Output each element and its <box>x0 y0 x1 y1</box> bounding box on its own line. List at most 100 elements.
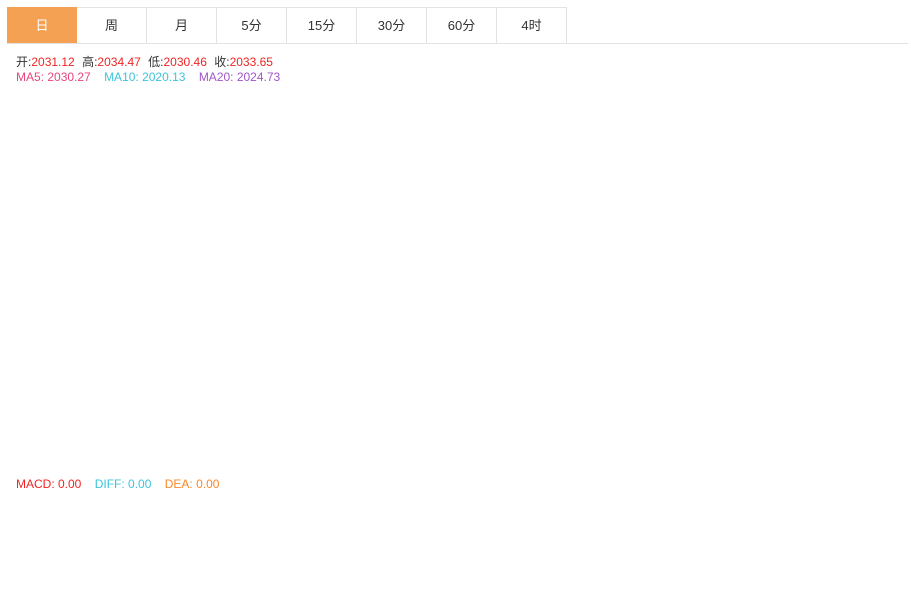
y-tick-label: 2083.64 <box>842 212 886 226</box>
macd-bar <box>27 510 37 531</box>
macd-bar <box>363 518 373 531</box>
tab-30min[interactable]: 30分 <box>357 7 427 43</box>
candle-body <box>395 345 404 388</box>
macd-bar <box>605 530 614 535</box>
candle-body <box>573 319 583 324</box>
macd-bar <box>699 530 709 535</box>
tab-60min[interactable]: 60分 <box>427 7 497 43</box>
open-value: 2031.12 <box>31 55 75 69</box>
macd-bar <box>174 530 184 552</box>
y-tick-label: 2013.59 <box>842 360 886 374</box>
macd-bar <box>59 526 68 531</box>
candle-body <box>531 273 541 320</box>
ma-readout: MA5: 2030.27 MA10: 2020.13 MA20: 2024.73 <box>16 70 284 84</box>
candle-body <box>143 332 152 439</box>
candle-body <box>678 328 688 341</box>
y-tick-label: 1985.58 <box>842 419 886 433</box>
candle-body <box>342 336 352 350</box>
macd-bar <box>143 530 152 572</box>
y-tick-label: 2153.68 <box>842 63 886 77</box>
macd-bar <box>668 530 677 539</box>
macd-bar <box>216 530 226 539</box>
candle-body <box>374 294 383 329</box>
candle-body <box>720 324 730 330</box>
macd-bar <box>80 530 89 544</box>
high-label: 高: <box>82 55 98 69</box>
tab-week[interactable]: 周 <box>77 7 147 43</box>
candle-body <box>279 273 289 303</box>
macd-bar <box>416 530 425 535</box>
macd-bar <box>321 526 331 531</box>
ma20-line <box>10 297 726 422</box>
last-price-tag <box>835 315 907 334</box>
candle-body <box>101 332 110 341</box>
macd-bar <box>489 526 499 531</box>
macd-bar <box>17 510 26 531</box>
macd-readout: MACD: 0.00 DIFF: 0.00 DEA: 0.00 <box>16 477 223 491</box>
macd-bar <box>185 530 194 556</box>
candle-body <box>17 302 26 312</box>
macd-bar <box>521 514 530 531</box>
macd-bar <box>437 530 446 535</box>
candle-body <box>258 251 268 261</box>
macd-bar <box>374 514 383 531</box>
y-tick-label: 2125.66 <box>842 123 886 137</box>
candle-body <box>174 328 184 346</box>
candle-body <box>321 328 331 341</box>
period-tabs: 日 周 月 5分 15分 30分 60分 4时 <box>7 7 908 44</box>
macd-bar <box>269 502 278 531</box>
macd-bar <box>38 510 47 531</box>
open-label: 开: <box>16 55 32 69</box>
candle-body <box>311 294 320 333</box>
candle-body <box>384 340 394 388</box>
candle-body <box>615 345 625 409</box>
candle-body <box>38 298 47 320</box>
candle-body <box>111 340 121 384</box>
macd-bar <box>300 518 310 531</box>
candle-body <box>153 311 163 333</box>
macd-bar <box>248 502 257 531</box>
y-tick-label: 1971.57 <box>842 449 886 463</box>
macd-bar <box>594 522 604 531</box>
macd-bar <box>237 514 247 531</box>
y-tick-label: 2069.63 <box>842 241 886 255</box>
tab-day[interactable]: 日 <box>7 7 77 43</box>
macd-tick-label: 0.84 <box>842 520 866 534</box>
macd-bar <box>206 530 215 544</box>
candle-body <box>27 302 37 324</box>
candle-body <box>447 353 457 371</box>
candle-body <box>164 311 173 350</box>
macd-bar <box>69 530 79 539</box>
candle-body <box>699 315 709 341</box>
y-tick-label: 2027.60 <box>842 330 886 344</box>
candle-body <box>90 330 100 346</box>
candle-body <box>195 306 205 324</box>
macd-bar <box>332 526 341 531</box>
candle-body <box>300 294 310 299</box>
tab-5min[interactable]: 5分 <box>217 7 287 43</box>
candle-body <box>636 387 646 413</box>
macd-bar <box>311 522 320 531</box>
candle-body <box>363 289 373 312</box>
macd-bar <box>164 530 173 556</box>
candle-body <box>122 383 131 430</box>
close-label: 收: <box>214 55 230 69</box>
dea-line <box>10 510 726 559</box>
close-value: 2033.65 <box>229 55 273 69</box>
diff-line <box>10 495 725 573</box>
macd-bar <box>342 530 352 532</box>
candle-body <box>206 298 215 324</box>
tab-15min[interactable]: 15分 <box>287 7 357 43</box>
tab-month[interactable]: 月 <box>147 7 217 43</box>
candle-body <box>80 336 89 358</box>
macd-bar <box>563 514 572 531</box>
candle-body <box>594 323 604 333</box>
ma5-line <box>53 255 726 401</box>
macd-bar <box>132 530 142 576</box>
tab-4hour[interactable]: 4时 <box>497 7 567 43</box>
candle-body <box>248 239 257 257</box>
ohlc-readout: 开:2031.12 高:2034.47 低:2030.46 收:2033.65 <box>16 53 277 70</box>
macd-bar <box>426 530 436 535</box>
macd-bar <box>101 530 110 552</box>
